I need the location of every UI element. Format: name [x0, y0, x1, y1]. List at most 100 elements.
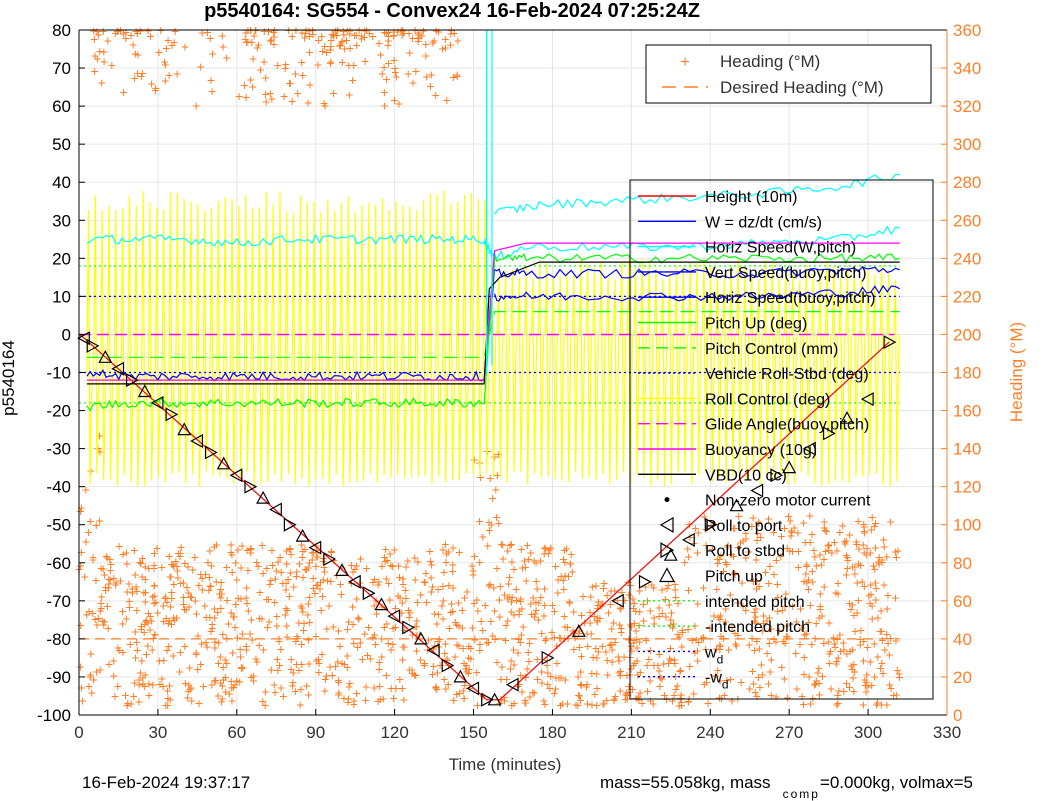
heading-point: +: [789, 543, 797, 559]
heading-point: +: [625, 586, 633, 602]
heading-point: +: [235, 88, 243, 104]
heading-point: +: [860, 516, 868, 532]
heading-point: +: [728, 692, 736, 708]
heading-point: +: [125, 593, 133, 609]
heading-point: +: [130, 542, 138, 558]
heading-point: +: [381, 553, 389, 569]
heading-point: +: [446, 36, 454, 52]
heading-point: +: [864, 678, 872, 694]
heading-point: +: [675, 697, 683, 713]
heading-point: +: [439, 542, 447, 558]
heading-point: +: [126, 599, 134, 615]
heading-point: +: [876, 623, 884, 639]
heading-point: +: [802, 565, 810, 581]
heading-point: +: [132, 578, 140, 594]
heading-point: +: [244, 562, 252, 578]
heading-point: +: [281, 607, 289, 623]
heading-point: +: [360, 29, 368, 45]
heading-point: +: [141, 667, 149, 683]
heading-point: +: [522, 695, 530, 711]
heading-point: +: [258, 610, 266, 626]
heading-point: +: [646, 602, 654, 618]
heading-point: +: [246, 626, 254, 642]
heading-point: +: [188, 692, 196, 708]
heading-point: +: [546, 680, 554, 696]
series-line: [86, 311, 900, 358]
heading-point: +: [552, 681, 560, 697]
legend-label: Pitch up: [705, 569, 763, 586]
heading-point: +: [677, 694, 685, 710]
heading-point: +: [810, 542, 818, 558]
heading-point: +: [103, 549, 111, 565]
heading-point: +: [702, 537, 710, 553]
heading-point: +: [323, 620, 331, 636]
heading-point: +: [240, 77, 248, 93]
heading-point: +: [302, 25, 310, 41]
heading-point: +: [273, 617, 281, 633]
heading-point: +: [344, 694, 352, 710]
heading-point: +: [871, 574, 879, 590]
heading-point: +: [122, 30, 130, 46]
heading-point: +: [462, 657, 470, 673]
heading-point: +: [839, 634, 847, 650]
heading-point: +: [842, 533, 850, 549]
heading-point: +: [253, 653, 261, 669]
heading-point: +: [788, 524, 796, 540]
heading-point: +: [86, 513, 94, 529]
heading-point: +: [133, 583, 141, 599]
heading-point: +: [814, 664, 822, 680]
heading-point: +: [843, 560, 851, 576]
heading-point: +: [144, 615, 152, 631]
heading-point: +: [483, 635, 491, 651]
heading-point: +: [713, 581, 721, 597]
heading-point: +: [334, 687, 342, 703]
heading-point: +: [540, 539, 548, 555]
heading-point: +: [404, 66, 412, 82]
heading-point: +: [87, 646, 95, 662]
heading-point: +: [611, 688, 619, 704]
heading-point: +: [836, 524, 844, 540]
heading-point: +: [127, 696, 135, 712]
heading-point: +: [96, 43, 104, 59]
heading-point: +: [103, 598, 111, 614]
heading-point: +: [729, 520, 737, 536]
left-tick-label: -10: [46, 364, 71, 383]
heading-point: +: [755, 515, 763, 531]
heading-point: +: [753, 633, 761, 649]
heading-point: +: [211, 609, 219, 625]
heading-point: +: [476, 642, 484, 658]
heading-point: +: [191, 593, 199, 609]
heading-point: +: [767, 651, 775, 667]
heading-point: +: [259, 641, 267, 657]
heading-point: +: [536, 553, 544, 569]
heading-point: +: [286, 75, 294, 91]
heading-point: +: [843, 646, 851, 662]
series-line: [86, 252, 900, 412]
heading-point: +: [779, 633, 787, 649]
heading-point: +: [875, 556, 883, 572]
heading-point: +: [724, 537, 732, 553]
heading-point: +: [439, 578, 447, 594]
legend-label: Roll to stbd: [705, 543, 785, 560]
heading-point: +: [262, 93, 270, 109]
heading-point: +: [555, 670, 563, 686]
heading-point: +: [76, 658, 84, 674]
heading-point: +: [634, 688, 642, 704]
heading-point: +: [775, 622, 783, 638]
heading-point: +: [491, 448, 499, 464]
heading-point: +: [362, 678, 370, 694]
heading-point: +: [517, 626, 525, 642]
heading-point: +: [497, 536, 505, 552]
heading-point: +: [623, 687, 631, 703]
heading-point: +: [242, 642, 250, 658]
heading-point: +: [391, 64, 399, 80]
heading-point: +: [527, 606, 535, 622]
heading-point: +: [788, 598, 796, 614]
heading-point: +: [362, 560, 370, 576]
heading-point: +: [83, 607, 91, 623]
heading-point: +: [830, 635, 838, 651]
heading-point: +: [632, 690, 640, 706]
heading-point: +: [750, 604, 758, 620]
heading-point: +: [476, 554, 484, 570]
left-tick-label: 60: [52, 97, 71, 116]
